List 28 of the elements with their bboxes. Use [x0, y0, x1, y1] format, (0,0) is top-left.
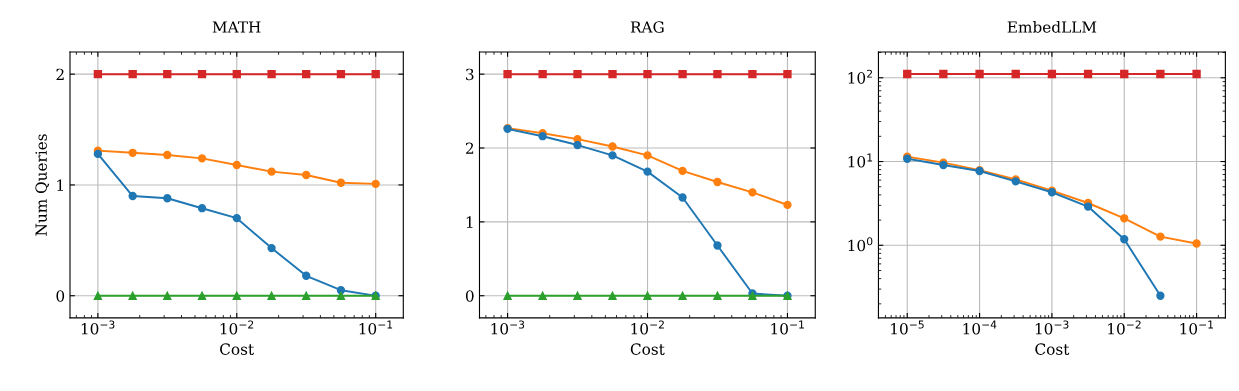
x-axis-title: Cost [220, 343, 254, 355]
y-tick-label: 3 [466, 68, 474, 81]
y-tick-label: 10$^{2}$ [848, 69, 873, 84]
x-tick-label: 10$^{−3}$ [1035, 320, 1069, 335]
x-tick-label: 10$^{−1}$ [771, 320, 804, 335]
y-tick-label: 1 [466, 216, 473, 228]
y-tick-label: 10$^{1}$ [848, 153, 873, 168]
x-tick-label: 10$^{−5}$ [891, 320, 924, 335]
x-axis-title: Cost [1035, 343, 1070, 355]
x-tick-label: 10$^{−2}$ [1108, 320, 1141, 335]
y-tick-label: 10$^{0}$ [848, 237, 873, 252]
x-tick-label: 10$^{−2}$ [220, 320, 254, 335]
x-tick-label: 10$^{−2}$ [631, 320, 664, 335]
chart-title: RAG [630, 21, 664, 33]
x-tick-label: 10$^{−1}$ [1180, 320, 1213, 335]
x-tick-label: 10$^{−3}$ [491, 320, 525, 335]
y-tick-label: 2 [465, 142, 474, 154]
y-tick-label: 1 [57, 179, 63, 191]
x-tick-label: 10$^{−1}$ [359, 320, 393, 335]
x-axis-title: Cost [630, 343, 665, 355]
y-tick-label: 2 [56, 68, 64, 80]
y-tick-label: 0 [465, 290, 474, 302]
x-tick-label: 10$^{−3}$ [81, 320, 115, 335]
chart-title: EmbedLLM [1007, 20, 1097, 33]
x-tick-label: 10$^{−4}$ [963, 320, 997, 335]
chart-title: MATH [212, 21, 261, 33]
y-axis-title: Num Queries [35, 134, 50, 236]
y-tick-label: 0 [56, 290, 65, 302]
